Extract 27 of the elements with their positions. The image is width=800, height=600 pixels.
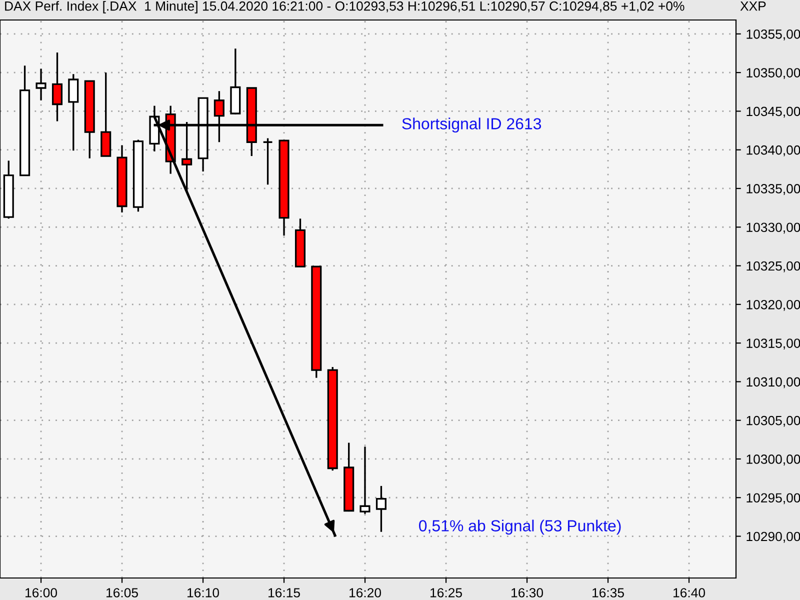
x-tick-label: 16:30: [512, 588, 544, 598]
y-tick-label: 10345,00: [746, 106, 800, 118]
y-tick-label: 10305,00: [746, 416, 800, 427]
chart-title: DAX Perf. Index [.DAX 1 Minute] 15.04.2020 16:21:00 - O:10293,53 H:10296,51 L:10290,57 C:10294,85 +1,02 +0%: [5, 1, 684, 14]
y-tick-label: 10315,00: [746, 338, 800, 350]
y-tick-label: 10340,00: [746, 145, 800, 156]
y-tick-label: 10330,00: [746, 222, 800, 234]
annotation: 0,51% ab Signal (53 Punkte): [419, 520, 621, 535]
annotation: Shortsignal ID 2613: [402, 118, 542, 133]
text: XXP: [740, 2, 766, 11]
x-tick-label: 16:35: [592, 588, 624, 598]
x-tick-label: 16:05: [106, 588, 138, 598]
x-tick-label: 16:25: [430, 588, 462, 598]
y-tick-label: 10350,00: [746, 68, 800, 80]
y-tick-label: 10290,00: [746, 532, 800, 543]
x-tick-label: 16:20: [350, 588, 382, 598]
y-tick-label: 10300,00: [746, 454, 800, 466]
y-tick-label: 10335,00: [746, 184, 800, 195]
x-tick-label: 16:40: [674, 588, 706, 598]
y-tick-label: 10295,00: [746, 493, 800, 504]
y-tick-label: 10355,00: [746, 29, 800, 40]
x-tick-label: 16:10: [188, 588, 220, 598]
x-tick-label: 16:00: [26, 588, 58, 598]
y-tick-label: 10325,00: [746, 261, 800, 272]
y-tick-label: 10320,00: [746, 300, 800, 311]
y-tick-label: 10310,00: [746, 377, 800, 388]
x-tick-label: 16:15: [268, 588, 300, 598]
